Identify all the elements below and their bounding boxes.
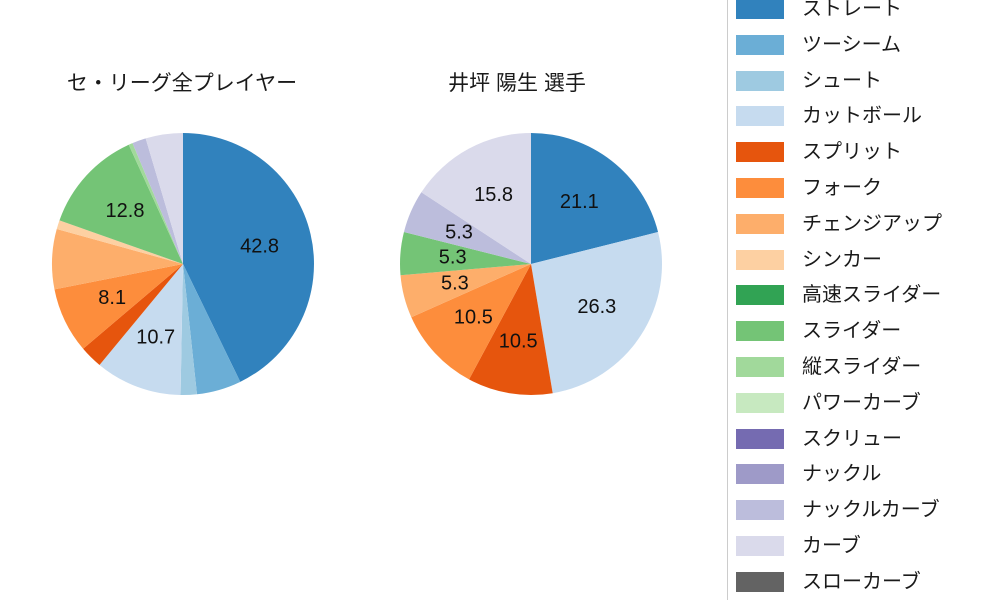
pie-left-slice-ストレート: [183, 133, 314, 382]
pie-pct-label: 21.1: [560, 191, 599, 213]
legend-item-label: ナックルカーブ: [802, 499, 940, 522]
pie-left-slice-スライダー: [59, 144, 183, 264]
legend-color-swatch-icon: [736, 285, 784, 306]
pie-right-slice-ナックルカーブ: [403, 192, 531, 264]
pie-left-slice-カットボール: [99, 264, 183, 395]
pie-left-slice-シュート: [180, 264, 197, 396]
legend-item-label: シンカー: [802, 248, 882, 271]
legend-item-label: 高速スライダー: [802, 284, 942, 307]
pie-pct-label: 15.8: [474, 184, 513, 206]
legend-item: スプリット: [736, 139, 902, 165]
pie-left-slice-シンカー: [56, 220, 183, 264]
legend-color-swatch-icon: [736, 536, 784, 556]
legend-color-swatch-icon: [736, 249, 784, 270]
legend-item-label: カーブ: [802, 535, 861, 557]
legend-item-label: スプリット: [802, 141, 902, 164]
legend-item: スクリュー: [736, 426, 902, 452]
pie-pct-label: 5.3: [439, 247, 467, 269]
pie-right-slice-カットボール: [531, 232, 662, 394]
legend-item-label: スクリュー: [802, 427, 902, 450]
legend-item-label: カットボール: [802, 105, 922, 128]
pie-left-slice-カーブ: [145, 133, 183, 264]
legend-item: シュート: [736, 68, 882, 94]
legend-item: ストレート: [736, 0, 902, 22]
legend-item: 縦スライダー: [736, 354, 921, 380]
legend-item: 高速スライダー: [736, 282, 941, 308]
legend-color-swatch-icon: [736, 70, 784, 91]
pie-right-slice-スプリット: [469, 264, 553, 395]
pie-right-slice-フォーク: [411, 264, 531, 380]
legend-item-label: ツーシーム: [802, 33, 901, 56]
pie-left-slice-縦スライダー: [128, 143, 183, 264]
legend-item: ツーシーム: [736, 32, 901, 58]
legend-color-swatch-icon: [736, 0, 784, 19]
legend-item: スライダー: [736, 318, 901, 344]
legend: ストレート ツーシーム シュート カットボール スプリット フォーク チェンジア…: [727, 0, 1000, 600]
legend-item-label: スローカーブ: [802, 570, 921, 593]
pie-pct-label: 42.8: [240, 235, 279, 257]
legend-item-label: チェンジアップ: [802, 212, 942, 235]
legend-color-swatch-icon: [736, 428, 784, 449]
legend-color-swatch-icon: [736, 464, 784, 485]
legend-item-label: ナックル: [802, 463, 882, 486]
legend-item-label: フォーク: [802, 177, 882, 199]
legend-item-label: 縦スライダー: [802, 356, 922, 378]
legend-color-swatch-icon: [736, 34, 784, 55]
legend-color-swatch-icon: [736, 571, 784, 592]
legend-item-label: パワーカーブ: [802, 391, 921, 414]
pie-right-slice-スライダー: [400, 232, 531, 276]
pie-pct-label: 12.8: [106, 200, 145, 222]
left-chart-title: セ・リーグ全プレイヤー: [66, 72, 298, 95]
legend-item: カーブ: [736, 533, 861, 559]
legend-item-label: スライダー: [802, 320, 902, 343]
legend-color-swatch-icon: [736, 392, 784, 413]
legend-item-label: ストレート: [802, 0, 902, 20]
legend-item: ナックルカーブ: [736, 497, 940, 523]
pie-left-slice-ツーシーム: [183, 264, 241, 395]
legend-item: フォーク: [736, 175, 882, 201]
pie-right-slice-ストレート: [531, 133, 659, 264]
pie-pct-label: 26.3: [577, 296, 616, 318]
legend-item-label: シュート: [802, 69, 882, 92]
legend-item: スローカーブ: [736, 569, 921, 595]
legend-color-swatch-icon: [736, 213, 784, 234]
pie-pct-label: 8.1: [98, 287, 126, 309]
legend-color-swatch-icon: [736, 500, 784, 521]
pie-left-slice-ナックルカーブ: [132, 138, 183, 264]
right-chart-title: 井坪 陽生 選手: [448, 72, 586, 95]
pie-pct-label: 5.3: [441, 273, 469, 295]
legend-color-swatch-icon: [736, 106, 784, 127]
legend-item: カットボール: [736, 103, 922, 129]
legend-item: シンカー: [736, 247, 882, 273]
legend-item: ナックル: [736, 461, 881, 487]
pie-pct-label: 5.3: [445, 222, 473, 244]
legend-color-swatch-icon: [736, 178, 784, 198]
pie-left-slice-スプリット: [83, 264, 183, 365]
pie-pct-label: 10.5: [454, 307, 493, 329]
pie-right-slice-チェンジアップ: [400, 264, 531, 318]
legend-color-swatch-icon: [736, 357, 784, 377]
legend-color-swatch-icon: [736, 321, 784, 342]
pie-pct-label: 10.5: [499, 331, 538, 353]
pie-right-slice-カーブ: [421, 133, 531, 264]
legend-color-swatch-icon: [736, 142, 784, 163]
pie-left-slice-チェンジアップ: [52, 229, 183, 290]
pie-pct-label: 10.7: [136, 327, 175, 349]
legend-item: チェンジアップ: [736, 211, 942, 237]
legend-item: パワーカーブ: [736, 390, 921, 416]
pie-left-slice-フォーク: [54, 264, 184, 349]
